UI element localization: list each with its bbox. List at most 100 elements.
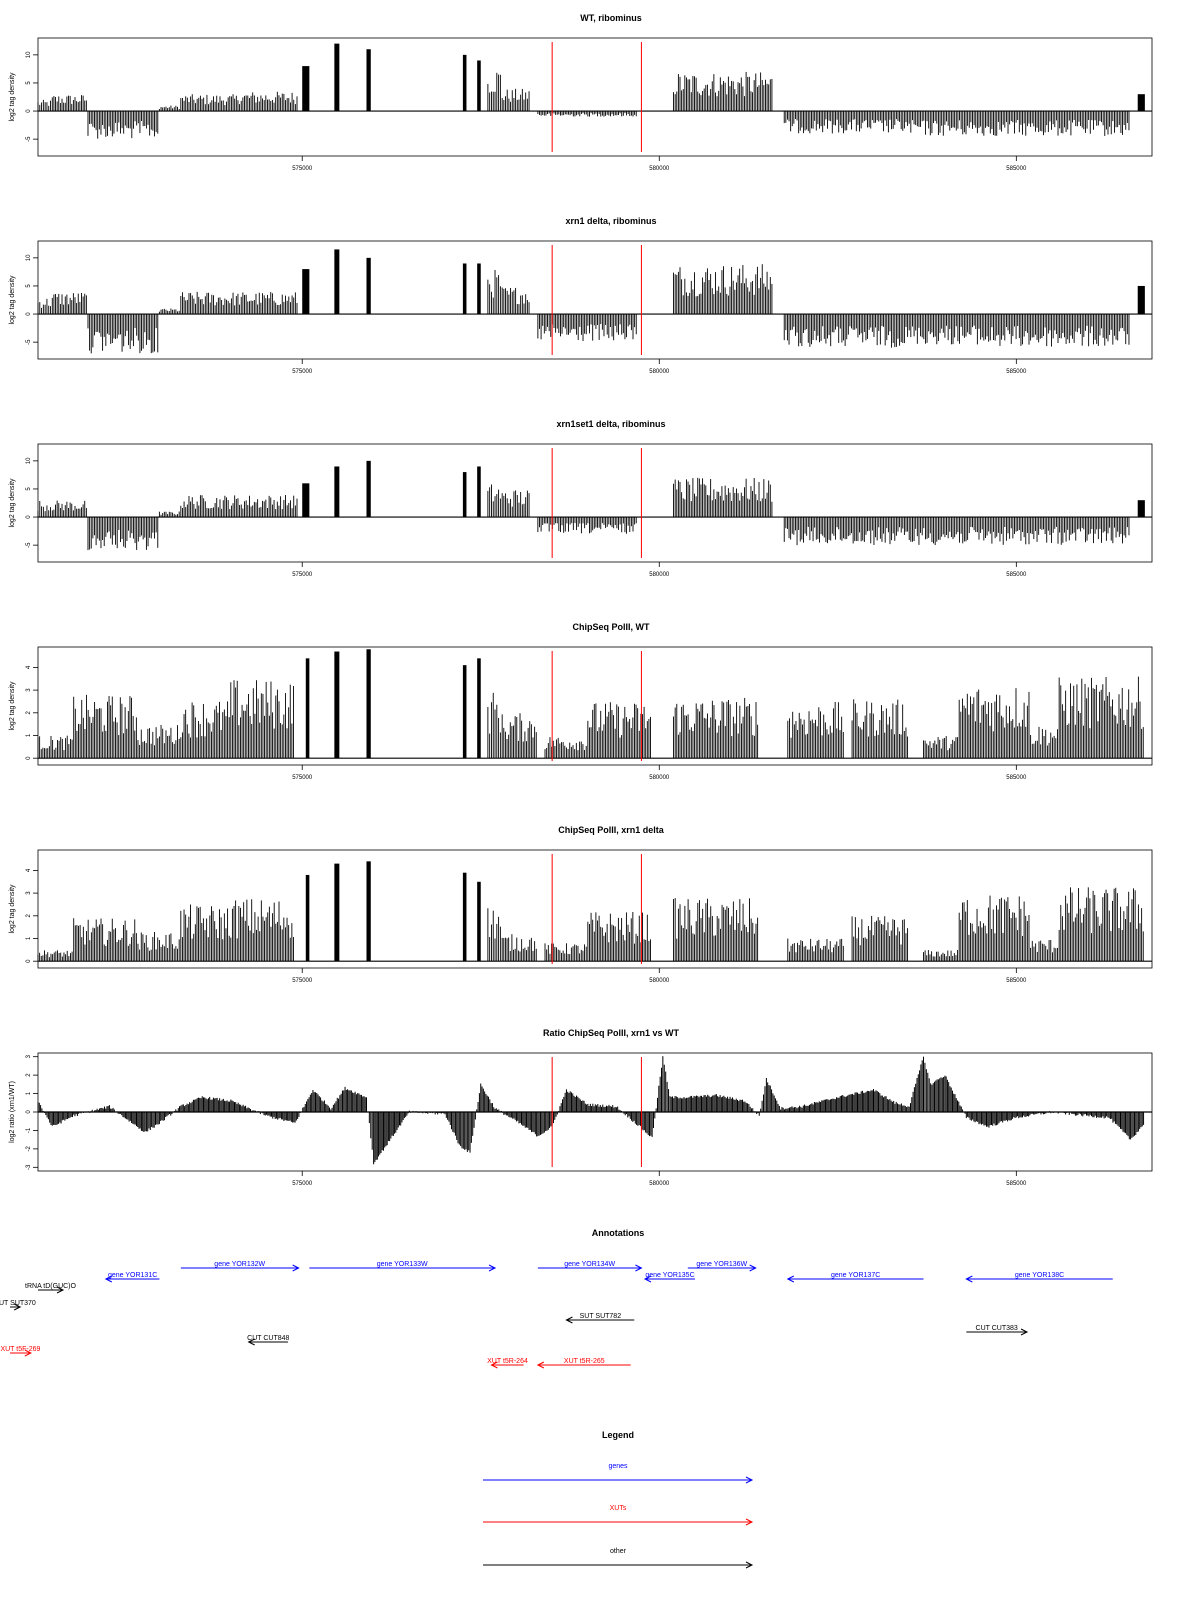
- data-bar: [462, 263, 467, 315]
- series-marks: [37, 249, 1145, 354]
- y-tick-label: 4: [26, 665, 32, 669]
- annotation-arrowhead: [786, 1275, 795, 1283]
- chart-panel: xrn1set1 delta, ribominus log2 tag densit…: [9, 419, 1153, 578]
- annotation-label: gene YOR138C: [1015, 1272, 1064, 1279]
- chart-title: xrn1set1 delta, ribominus: [556, 419, 665, 429]
- annotation-label: tRNA tD(GUC)O: [25, 1283, 77, 1290]
- series-marks: [37, 649, 1144, 759]
- chart-title: WT, ribominus: [580, 13, 642, 23]
- x-tick-label: 585000: [1006, 166, 1027, 172]
- y-tick-label: 3: [26, 688, 32, 692]
- y-tick-label: 5: [26, 487, 32, 491]
- y-tick-label: -3: [26, 1164, 32, 1170]
- annotation-label: gene YOR134W: [564, 1261, 615, 1268]
- annotation-arrowhead: [635, 1264, 643, 1272]
- data-bar: [302, 66, 310, 112]
- x-tick-label: 575000: [292, 1181, 313, 1187]
- y-tick-label: 10: [26, 457, 32, 464]
- y-tick-label: 0: [26, 959, 32, 963]
- y-tick-label: 2: [26, 710, 32, 714]
- plot-frame: [37, 240, 1153, 360]
- data-bar: [334, 863, 340, 962]
- y-tick-label: 5: [26, 81, 32, 85]
- y-tick-label: -5: [26, 542, 32, 548]
- annotation-label: gene YOR132W: [214, 1261, 265, 1268]
- annotation-arrowhead: [13, 1303, 22, 1311]
- series-marks: [37, 1056, 1145, 1165]
- plot-frame: [37, 646, 1153, 766]
- data-bar: [334, 651, 340, 759]
- y-tick-label: 0: [26, 312, 32, 316]
- y-tick-label: 0: [26, 1110, 32, 1114]
- x-tick-label: 585000: [1006, 978, 1027, 984]
- y-tick-label: 5: [26, 284, 32, 288]
- y-tick-label: 0: [26, 515, 32, 519]
- data-bar: [1137, 500, 1145, 518]
- y-axis-label: log2 ratio (xrn1/WT): [9, 1081, 16, 1143]
- x-tick-label: 580000: [649, 572, 670, 578]
- annotation-label: XUT t5R-264: [487, 1358, 528, 1365]
- annotation-label: gene YOR133W: [377, 1261, 428, 1268]
- annotation-label: CUT CUT848: [247, 1335, 289, 1342]
- annotation-label: gene YOR135C: [645, 1272, 694, 1279]
- data-bar: [1137, 285, 1145, 315]
- y-axis-label: log2 tag density: [9, 275, 16, 325]
- data-bar: [334, 43, 340, 112]
- annotation-label: XUT t5R-265: [564, 1358, 605, 1365]
- annotation-arrowhead: [56, 1286, 65, 1294]
- y-tick-label: 1: [26, 1091, 32, 1095]
- annotation-arrowhead: [965, 1275, 973, 1283]
- data-bar: [302, 269, 310, 315]
- chart-title: Ratio ChipSeq PolII, xrn1 vs WT: [543, 1028, 680, 1038]
- data-bar: [366, 649, 371, 759]
- annotation-arrowhead: [247, 1338, 255, 1346]
- y-tick-label: -5: [26, 339, 32, 345]
- data-bar: [477, 263, 481, 315]
- annotation-arrowhead: [292, 1264, 300, 1272]
- annotations-title: Annotations: [592, 1228, 645, 1238]
- data-bar: [366, 257, 371, 315]
- annotation-label: gene YOR136W: [696, 1261, 747, 1268]
- y-axis-label: log2 tag density: [9, 478, 16, 528]
- annotation-label: CUT CUT383: [976, 1325, 1018, 1332]
- y-tick-label: 1: [26, 733, 32, 737]
- y-tick-label: 2: [26, 913, 32, 917]
- legend-title: Legend: [602, 1430, 634, 1440]
- chart-title: xrn1 delta, ribominus: [565, 216, 656, 226]
- y-axis-label: log2 tag density: [9, 681, 16, 731]
- legend-label: genes: [608, 1463, 628, 1470]
- y-tick-label: 1: [26, 936, 32, 940]
- annotation-label: XUT t5F-269: [0, 1346, 40, 1353]
- data-bar: [477, 881, 481, 962]
- annotation-label: SUT SUT370: [0, 1300, 36, 1307]
- data-bar: [302, 483, 310, 518]
- annotation-label: gene YOR131C: [108, 1272, 157, 1279]
- x-tick-label: 580000: [649, 369, 670, 375]
- plot-frame: [37, 1052, 1153, 1172]
- data-bar: [477, 658, 481, 759]
- x-tick-label: 575000: [292, 978, 313, 984]
- data-bar: [305, 658, 310, 759]
- x-tick-label: 580000: [649, 166, 670, 172]
- data-bar: [334, 466, 340, 518]
- data-bar: [366, 49, 371, 112]
- data-bar: [366, 861, 371, 962]
- x-tick-label: 585000: [1006, 775, 1027, 781]
- legend-label: XUTs: [610, 1505, 627, 1512]
- y-tick-label: 10: [26, 51, 32, 58]
- series-marks: [37, 460, 1145, 551]
- plot-frame: [37, 37, 1153, 157]
- y-tick-label: 0: [26, 109, 32, 113]
- annotation-track: gene YOR131C gene YOR132W gene YOR133W gene…: [0, 1261, 1113, 1369]
- plot-frame: [37, 443, 1153, 563]
- series-marks: [37, 43, 1145, 139]
- y-axis-label: log2 tag density: [9, 884, 16, 934]
- y-tick-label: -5: [26, 136, 32, 142]
- annotation-label: SUT SUT782: [580, 1313, 622, 1320]
- data-bar: [1137, 94, 1145, 112]
- annotation-arrowhead: [749, 1264, 757, 1272]
- annotation-arrowhead: [643, 1275, 652, 1283]
- data-bar: [462, 872, 467, 962]
- annotation-arrowhead: [104, 1275, 113, 1283]
- annotation-arrowhead: [565, 1316, 573, 1324]
